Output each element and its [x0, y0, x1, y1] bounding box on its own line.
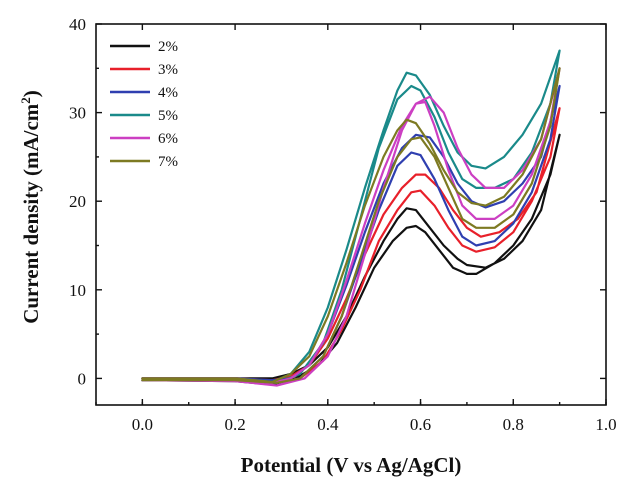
- y-tick-label: 10: [69, 281, 86, 300]
- axes-layer: 0.0 0.2 0.4 0.6 0.8 1.0 0 10 20 30 40: [69, 15, 617, 434]
- y-axis-title: Current density (mA/cm2): [18, 90, 43, 324]
- y-axis-title-end: ): [19, 90, 43, 97]
- series-line-5pct: [141, 49, 561, 384]
- legend: 2% 3% 4% 5% 6% 7%: [110, 39, 178, 170]
- legend-label: 6%: [158, 131, 178, 147]
- x-tick-label: 0.8: [503, 415, 524, 434]
- legend-label: 7%: [158, 154, 178, 170]
- legend-label: 2%: [158, 39, 178, 55]
- y-tick-label: 30: [69, 104, 86, 123]
- legend-label: 5%: [158, 108, 178, 124]
- legend-label: 3%: [158, 62, 178, 78]
- y-axis-title-main: Current density (mA/cm: [19, 103, 43, 324]
- x-tick-label: 0.6: [410, 415, 431, 434]
- y-axis-title-superscript: 2: [18, 97, 33, 104]
- y-tick-label: 0: [78, 369, 87, 388]
- series-line-2pct: [141, 133, 561, 386]
- x-tick-label: 0.2: [224, 415, 245, 434]
- legend-label: 4%: [158, 85, 178, 101]
- y-tick-label: 20: [69, 192, 86, 211]
- x-tick-label: 0.0: [132, 415, 153, 434]
- x-tick-label: 1.0: [595, 415, 616, 434]
- x-axis-title: Potential (V vs Ag/AgCl): [241, 453, 462, 477]
- series-line-7pct: [141, 67, 561, 384]
- series-layer: [141, 49, 561, 387]
- plot-frame: [95, 23, 607, 406]
- y-axis-title-group: Current density (mA/cm2): [18, 90, 43, 324]
- x-tick-label: 0.4: [317, 415, 339, 434]
- y-tick-label: 40: [69, 15, 86, 34]
